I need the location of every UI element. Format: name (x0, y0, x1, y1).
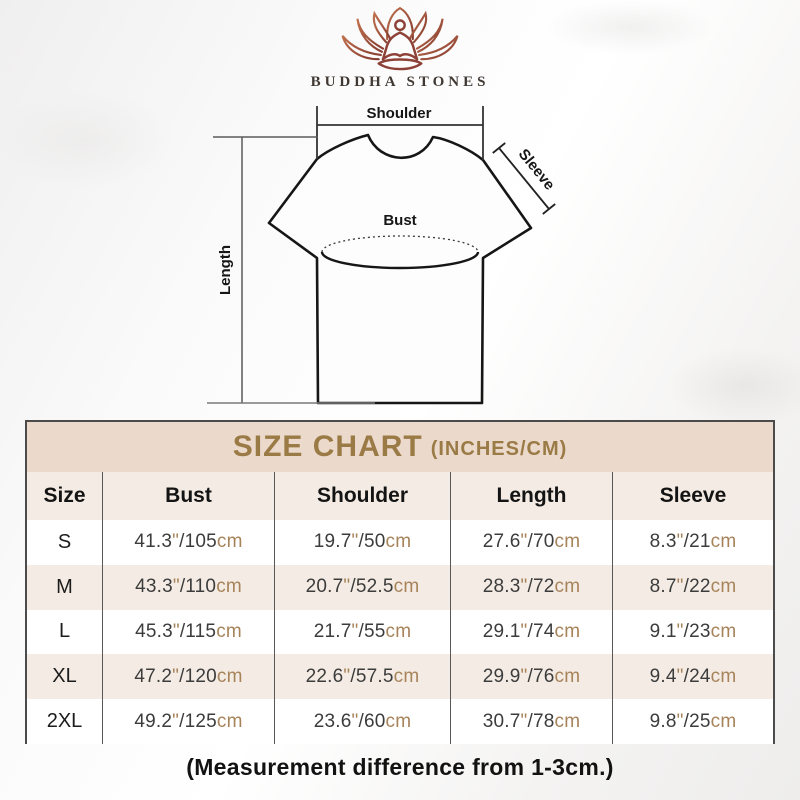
cell-shoulder: 21.7 "/55 cm (275, 609, 451, 655)
table-row: XL 47.2 "/120 cm 22.6 "/57.5 cm 29.9 "/76 cm 9.4 " /… (27, 654, 773, 700)
brand-logo: BUDDHA STONES (0, 6, 800, 91)
sleeve-tick-top (492, 142, 506, 154)
cell-size: 2XL (27, 699, 103, 744)
cell-size: M (27, 564, 103, 610)
column-header-size: Size (27, 472, 103, 520)
cell-bust: 45.3 "/115 cm (103, 609, 275, 655)
bust-line-solid (320, 251, 480, 270)
size-chart-title: SIZE CHART (232, 430, 423, 463)
table-row: M 43.3 "/110 cm 20.7 "/52.5 cm 28.3 "/72 cm 8.7 "/2… (27, 564, 773, 610)
cell-sleeve: 8.3 "/21 cm (649, 531, 737, 553)
size-chart-units: (INCHES/CM) (430, 437, 568, 460)
cell-size: L (27, 609, 103, 655)
cell-length: 30.7 "/78 cm (451, 699, 613, 744)
cell-bust: 43.3 "/110 cm (103, 564, 275, 610)
table-header-row: Size Bust Shoulder Length Sleeve (27, 472, 773, 520)
table-row: L 45.3 "/115 cm 21.7 "/55 cm 29.1 "/74 cm 9.1 "/23 c… (27, 609, 773, 655)
table-body: S 41.3 "/105 cm 19.7 "/50 cm 27.6 "/70 cm 8.3 "/21 c… (27, 520, 773, 744)
cell-length: 27.6 "/70 cm (451, 520, 613, 565)
cell-size: XL (27, 654, 103, 700)
cell-shoulder: 20.7 "/52.5 cm (275, 564, 451, 610)
cell-sleeve: 8.7 "/22 cm (649, 576, 737, 598)
cell-shoulder: 23.6 "/60 cm (275, 699, 451, 744)
cell-length: 29.1 "/74 cm (451, 609, 613, 655)
bust-label: Bust (383, 212, 416, 229)
cell-sleeve: 9.4 "/24 cm (649, 665, 737, 687)
cell-shoulder: 19.7 "/50 cm (275, 520, 451, 565)
cell-bust: 41.3 "/105 cm (103, 520, 275, 565)
sleeve-measure-line (498, 147, 550, 210)
cell-length: 29.9 "/76 cm (451, 654, 613, 700)
cell-shoulder: 22.6 "/57.5 cm (275, 654, 451, 700)
table-row: S 41.3 "/105 cm 19.7 "/50 cm 27.6 "/70 cm 8.3 "/21 c… (27, 520, 773, 565)
sleeve-label: Sleeve (515, 146, 558, 194)
cell-bust: 49.2 "/125 cm (103, 699, 275, 744)
tshirt-measurement-diagram: Bust Shoulder Length Sleeve (207, 105, 558, 405)
bust-line-dotted (321, 235, 479, 253)
measurement-note: (Measurement difference from 1-3cm.) (186, 754, 614, 780)
length-label: Length (217, 245, 234, 295)
cell-length: 28.3 "/72 cm (451, 564, 613, 610)
column-header-shoulder: Shoulder (275, 472, 451, 520)
table-row: 2XL 49.2 "/125 cm 23.6 "/60 cm 30.7 "/78 cm 9.8 "/2… (27, 699, 773, 744)
column-header-sleeve: Sleeve (659, 484, 727, 507)
shoulder-label: Shoulder (366, 105, 431, 122)
column-header-bust: Bust (103, 472, 275, 520)
cell-size: S (27, 520, 103, 565)
brand-name: BUDDHA STONES (310, 74, 490, 90)
cell-sleeve: 9.8 "/25 cm (649, 710, 737, 732)
cell-sleeve: 9.1 "/23 cm (649, 620, 737, 642)
sleeve-tick-bottom (542, 203, 556, 215)
column-header-length: Length (451, 472, 613, 520)
cell-bust: 47.2 "/120 cm (103, 654, 275, 700)
size-chart-header-band: SIZE CHART (INCHES/CM) (27, 422, 773, 472)
lotus-meditation-icon (341, 6, 459, 71)
size-chart-table: SIZE CHART (INCHES/CM) Size Bust Shoulde… (25, 420, 775, 744)
